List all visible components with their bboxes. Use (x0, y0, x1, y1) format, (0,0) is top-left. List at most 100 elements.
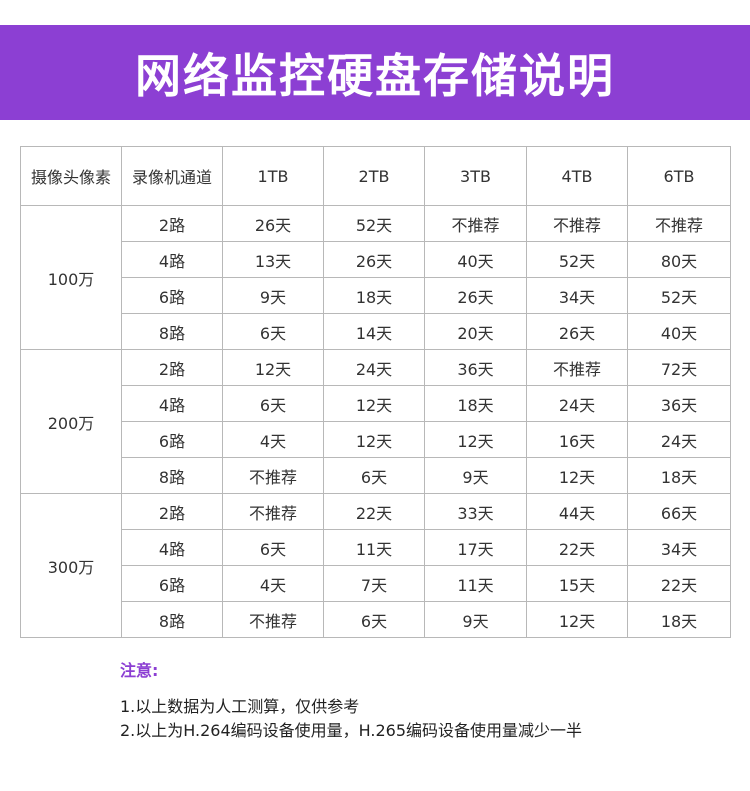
value-cell: 12天 (526, 601, 628, 638)
value-cell: 72天 (627, 349, 731, 386)
header-capacity: 3TB (424, 146, 527, 206)
channel-cell: 6路 (121, 565, 223, 602)
value-cell: 34天 (526, 277, 628, 314)
value-cell: 11天 (424, 565, 527, 602)
channel-cell: 4路 (121, 385, 223, 422)
value-cell: 24天 (526, 385, 628, 422)
header-capacity: 2TB (323, 146, 425, 206)
title-banner: 网络监控硬盘存储说明 (0, 25, 750, 120)
value-cell: 18天 (627, 457, 731, 494)
value-cell: 16天 (526, 421, 628, 458)
header-capacity: 4TB (526, 146, 628, 206)
channel-cell: 8路 (121, 601, 223, 638)
value-cell: 不推荐 (424, 205, 527, 242)
header-capacity: 6TB (627, 146, 731, 206)
value-cell: 52天 (627, 277, 731, 314)
value-cell: 6天 (222, 385, 324, 422)
channel-cell: 2路 (121, 205, 223, 242)
value-cell: 22天 (323, 493, 425, 530)
value-cell: 22天 (627, 565, 731, 602)
channel-cell: 6路 (121, 421, 223, 458)
value-cell: 18天 (424, 385, 527, 422)
table-row: 6路 9天 18天 26天 34天 52天 (21, 277, 731, 314)
channel-cell: 2路 (121, 493, 223, 530)
table-row: 200万 2路 12天 24天 36天 不推荐 72天 (20, 349, 731, 494)
value-cell: 12天 (323, 385, 425, 422)
value-cell: 34天 (627, 529, 731, 566)
table-row: 8路 不推荐 6天 9天 12天 18天 (21, 601, 731, 638)
value-cell: 66天 (627, 493, 731, 530)
table-row: 6路 4天 12天 12天 16天 24天 (21, 421, 731, 458)
value-cell: 15天 (526, 565, 628, 602)
table-row: 4路 6天 12天 18天 24天 36天 (21, 385, 731, 422)
value-cell: 18天 (323, 277, 425, 314)
table-row: 6路 4天 7天 11天 15天 22天 (21, 565, 731, 602)
value-cell: 不推荐 (526, 349, 628, 386)
value-cell: 52天 (526, 241, 628, 278)
value-cell: 12天 (526, 457, 628, 494)
storage-table: 摄像头像素 录像机通道 1TB 2TB 3TB 4TB 6TB 100万 2路 … (20, 146, 731, 638)
value-cell: 17天 (424, 529, 527, 566)
value-cell: 26天 (222, 205, 324, 242)
table-row: 100万 2路 26天 52天 不推荐 不推荐 不推荐 (20, 205, 731, 350)
table-row: 300万 2路 不推荐 22天 33天 44天 66天 (20, 493, 731, 638)
value-cell: 7天 (323, 565, 425, 602)
value-cell: 不推荐 (222, 493, 324, 530)
table-row: 8路 不推荐 6天 9天 12天 18天 (21, 457, 731, 494)
value-cell: 11天 (323, 529, 425, 566)
value-cell: 40天 (424, 241, 527, 278)
value-cell: 22天 (526, 529, 628, 566)
value-cell: 33天 (424, 493, 527, 530)
channel-cell: 2路 (121, 349, 223, 386)
notes-title: 注意: (120, 661, 159, 680)
value-cell: 12天 (222, 349, 324, 386)
value-cell: 12天 (424, 421, 527, 458)
value-cell: 6天 (323, 457, 425, 494)
value-cell: 6天 (222, 529, 324, 566)
table-header-row: 摄像头像素 录像机通道 1TB 2TB 3TB 4TB 6TB (20, 146, 731, 206)
channel-cell: 8路 (121, 457, 223, 494)
value-cell: 4天 (222, 565, 324, 602)
value-cell: 26天 (323, 241, 425, 278)
value-cell: 14天 (323, 313, 425, 350)
value-cell: 不推荐 (526, 205, 628, 242)
value-cell: 52天 (323, 205, 425, 242)
value-cell: 不推荐 (222, 457, 324, 494)
pixel-cell: 100万 (20, 205, 122, 350)
value-cell: 26天 (526, 313, 628, 350)
header-pixel: 摄像头像素 (20, 146, 122, 206)
value-cell: 18天 (627, 601, 731, 638)
value-cell: 24天 (323, 349, 425, 386)
value-cell: 24天 (627, 421, 731, 458)
channel-cell: 8路 (121, 313, 223, 350)
note-line: 2.以上为H.264编码设备使用量，H.265编码设备使用量减少一半 (120, 721, 583, 740)
value-cell: 13天 (222, 241, 324, 278)
notes-section: 注意: 1.以上数据为人工测算，仅供参考 2.以上为H.264编码设备使用量，H… (120, 657, 582, 743)
header-capacity: 1TB (222, 146, 324, 206)
channel-cell: 4路 (121, 529, 223, 566)
value-cell: 9天 (222, 277, 324, 314)
value-cell: 26天 (424, 277, 527, 314)
table-row: 4路 6天 11天 17天 22天 34天 (21, 529, 731, 566)
note-line: 1.以上数据为人工测算，仅供参考 (120, 697, 360, 716)
value-cell: 80天 (627, 241, 731, 278)
channel-cell: 4路 (121, 241, 223, 278)
value-cell: 40天 (627, 313, 731, 350)
pixel-cell: 200万 (20, 349, 122, 494)
value-cell: 6天 (323, 601, 425, 638)
value-cell: 36天 (424, 349, 527, 386)
pixel-cell: 300万 (20, 493, 122, 638)
value-cell: 20天 (424, 313, 527, 350)
channel-cell: 6路 (121, 277, 223, 314)
value-cell: 6天 (222, 313, 324, 350)
value-cell: 不推荐 (627, 205, 731, 242)
header-channel: 录像机通道 (121, 146, 223, 206)
value-cell: 12天 (323, 421, 425, 458)
table-row: 8路 6天 14天 20天 26天 40天 (21, 313, 731, 350)
value-cell: 44天 (526, 493, 628, 530)
value-cell: 9天 (424, 457, 527, 494)
page-title: 网络监控硬盘存储说明 (135, 48, 615, 103)
value-cell: 36天 (627, 385, 731, 422)
value-cell: 4天 (222, 421, 324, 458)
value-cell: 不推荐 (222, 601, 324, 638)
